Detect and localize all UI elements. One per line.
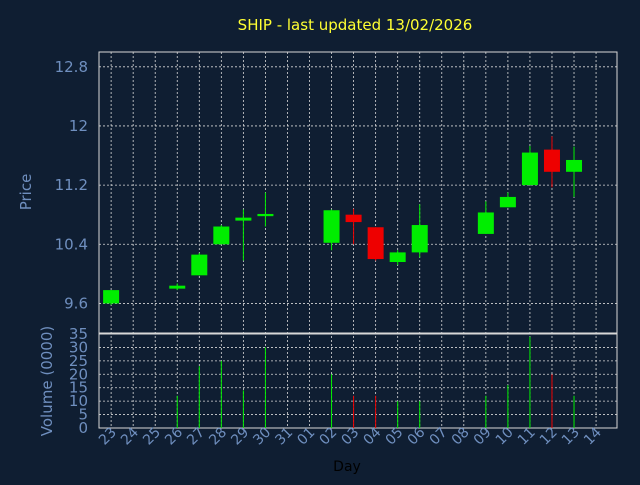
volume-panel-frame <box>98 333 618 429</box>
candle <box>235 209 252 261</box>
volume-axis-label: Volume (0000) <box>38 326 56 436</box>
volume-tick-label: 30 <box>69 338 88 356</box>
candle <box>103 290 120 305</box>
candle <box>411 204 428 258</box>
candle-body <box>411 225 428 253</box>
price-tick-label: 9.6 <box>64 294 88 312</box>
price-tick-label: 10.4 <box>55 235 88 253</box>
candle-body <box>191 254 208 276</box>
grid <box>99 52 617 428</box>
candle-body <box>103 290 120 304</box>
candle <box>477 201 494 234</box>
price-tick-label: 12.8 <box>55 58 88 76</box>
candle <box>521 145 538 186</box>
candle-body <box>213 226 230 245</box>
candle-body <box>345 214 362 223</box>
candle <box>191 253 208 276</box>
volume-tick-label: 5 <box>78 406 88 424</box>
volume-bars <box>176 336 575 428</box>
volume-tick-label: 15 <box>69 379 88 397</box>
price-candles <box>103 136 583 305</box>
candle-body <box>235 217 252 221</box>
candle-body <box>389 252 406 263</box>
volume-tick-label: 35 <box>69 325 88 343</box>
candle-body <box>169 285 186 289</box>
candle <box>213 225 230 245</box>
price-panel-frame <box>98 51 618 334</box>
candle <box>543 136 560 188</box>
candle-body <box>477 212 494 234</box>
candle <box>323 209 340 251</box>
candle <box>367 227 384 261</box>
price-axis-label: Price <box>17 174 35 211</box>
candle-body <box>543 149 560 172</box>
candle <box>566 146 583 197</box>
candle-body <box>566 159 583 172</box>
volume-tick-label: 10 <box>69 392 88 410</box>
candle <box>169 283 186 291</box>
candle-body <box>257 213 274 217</box>
chart-title: SHIP - last updated 13/02/2026 <box>238 16 473 34</box>
volume-tick-label: 20 <box>69 365 88 383</box>
candle <box>345 208 362 245</box>
candle-body <box>499 196 516 208</box>
x-axis-ticks: 2324252627282930310102030405060708091011… <box>96 424 605 448</box>
candle-body <box>521 152 538 186</box>
price-tick-label: 12 <box>69 117 88 135</box>
panel-frames <box>98 51 618 429</box>
candle-body <box>323 210 340 243</box>
volume-tick-label: 0 <box>78 419 88 437</box>
candle <box>257 192 274 227</box>
candle <box>499 192 516 208</box>
x-axis-label: Day <box>333 459 361 475</box>
price-tick-label: 11.2 <box>55 176 88 194</box>
candle-body <box>367 227 384 260</box>
price-axis-ticks: 9.6 10.4 11.2 12 12.8 <box>55 58 88 313</box>
volume-tick-label: 25 <box>69 352 88 370</box>
candle <box>389 250 406 265</box>
